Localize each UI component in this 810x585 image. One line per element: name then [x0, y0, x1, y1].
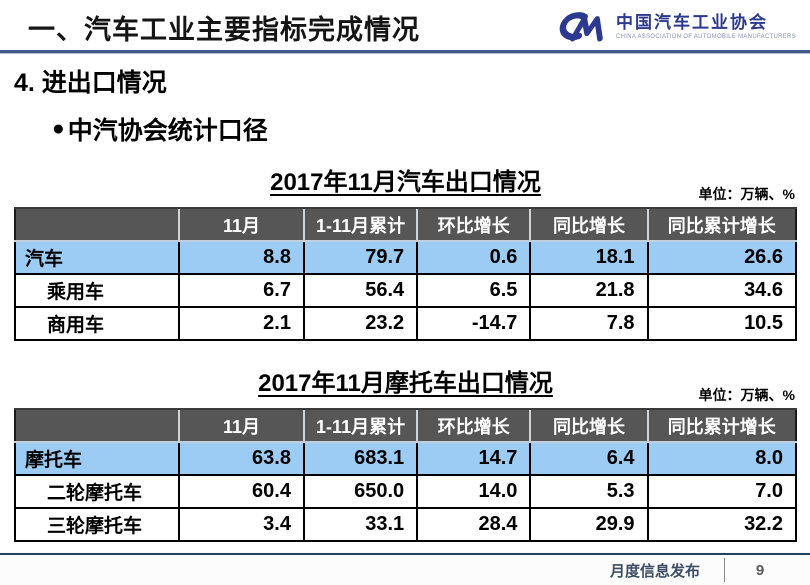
table-row-passenger: 乘用车 6.7 56.4 6.5 21.8 34.6 — [14, 273, 798, 308]
motorcycle-export-unit-label: 单位：万辆、% — [698, 387, 795, 403]
auto-export-block: 2017年11月汽车出口情况 单位：万辆、% 11月 1-11月累计 环比增长 … — [14, 162, 798, 341]
row-label: 乘用车 — [14, 273, 180, 308]
cell-value: 7.0 — [646, 474, 798, 509]
table-header-row: 11月 1-11月累计 环比增长 同比增长 同比累计增长 — [15, 207, 796, 242]
cell-value: 0.6 — [416, 240, 532, 275]
column-header: 1-11月累计 — [302, 207, 418, 242]
column-header: 环比增长 — [416, 408, 531, 443]
slide-header: 一、汽车工业主要指标完成情况 中国汽车工业协会 CHINA ASSOCIATIO… — [0, 0, 810, 50]
caam-logo: 中国汽车工业协会 CHINA ASSOCIATION OF AUTOMOBILE… — [552, 7, 800, 47]
cell-value: 6.7 — [178, 273, 305, 308]
column-header: 1-11月累计 — [302, 408, 418, 443]
table-row-two-wheel: 二轮摩托车 60.4 650.0 14.0 5.3 7.0 — [14, 474, 798, 509]
cell-value: 3.4 — [178, 507, 305, 542]
column-header: 同比累计增长 — [646, 207, 796, 242]
cell-value: 2.1 — [178, 306, 305, 341]
header-rule — [0, 50, 810, 53]
table-row-three-wheel: 三轮摩托车 3.4 33.1 28.4 29.9 32.2 — [14, 507, 798, 542]
auto-export-table-title: 2017年11月汽车出口情况 — [270, 169, 541, 196]
cell-value: 5.3 — [529, 474, 649, 509]
column-header: 11月 — [178, 408, 304, 443]
cell-value: 6.5 — [416, 273, 532, 308]
page-title: 一、汽车工业主要指标完成情况 — [28, 14, 420, 45]
table-row-total-auto: 汽车 8.8 79.7 0.6 18.1 26.6 — [14, 240, 798, 275]
table-row-total-motorcycle: 摩托车 63.8 683.1 14.7 6.4 8.0 — [14, 441, 798, 476]
row-label: 摩托车 — [14, 441, 180, 476]
row-label: 汽车 — [14, 240, 180, 275]
header-rule-shadow — [0, 53, 810, 54]
cell-value: 8.8 — [178, 240, 305, 275]
cell-value: -14.7 — [416, 306, 532, 341]
cell-value: 33.1 — [302, 507, 419, 542]
row-label: 三轮摩托车 — [14, 507, 180, 542]
column-header: 同比累计增长 — [646, 408, 796, 443]
cell-value: 18.1 — [529, 240, 649, 275]
cell-value: 14.0 — [416, 474, 532, 509]
bullet-icon: ● — [52, 117, 65, 140]
section-subheading-label: 中汽协会统计口径 — [67, 117, 268, 145]
cell-value: 8.0 — [646, 441, 798, 476]
motorcycle-export-block: 2017年11月摩托车出口情况 单位：万辆、% 11月 1-11月累计 环比增长… — [14, 363, 798, 542]
cell-value: 14.7 — [416, 441, 532, 476]
cell-value: 34.6 — [646, 273, 798, 308]
cell-value: 23.2 — [302, 306, 419, 341]
cell-value: 6.4 — [529, 441, 649, 476]
footer-divider — [724, 558, 725, 582]
cell-value: 7.8 — [529, 306, 649, 341]
column-header: 同比增长 — [529, 408, 648, 443]
row-label: 商用车 — [14, 306, 180, 341]
section-heading: 4. 进出口情况 — [14, 69, 167, 97]
auto-export-table: 11月 1-11月累计 环比增长 同比增长 同比累计增长 汽车 8.8 79.7… — [14, 207, 798, 341]
motorcycle-export-table: 11月 1-11月累计 环比增长 同比增长 同比累计增长 摩托车 63.8 68… — [14, 408, 798, 542]
row-label: 二轮摩托车 — [14, 474, 180, 509]
cell-value: 28.4 — [416, 507, 532, 542]
column-header: 同比增长 — [529, 207, 648, 242]
caam-logo-icon — [552, 7, 610, 47]
page-number: 9 — [755, 561, 765, 579]
logo-name-cn: 中国汽车工业协会 — [616, 12, 769, 32]
cell-value: 32.2 — [646, 507, 798, 542]
table-row-commercial: 商用车 2.1 23.2 -14.7 7.8 10.5 — [14, 306, 798, 341]
footer-label: 月度信息发布 — [609, 562, 700, 580]
cell-value: 60.4 — [178, 474, 305, 509]
column-header: 11月 — [178, 207, 304, 242]
table-header-row: 11月 1-11月累计 环比增长 同比增长 同比累计增长 — [15, 408, 796, 443]
column-header: 环比增长 — [416, 207, 531, 242]
cell-value: 21.8 — [529, 273, 649, 308]
column-header — [15, 408, 179, 443]
cell-value: 56.4 — [302, 273, 419, 308]
cell-value: 63.8 — [178, 441, 305, 476]
logo-name-en: CHINA ASSOCIATION OF AUTOMOBILE MANUFACT… — [616, 33, 796, 40]
cell-value: 79.7 — [302, 240, 419, 275]
section-subheading: ● 中汽协会统计口径 — [52, 111, 810, 147]
slide-footer: 月度信息发布 9 — [0, 553, 810, 585]
cell-value: 10.5 — [646, 306, 798, 341]
motorcycle-export-table-title: 2017年11月摩托车出口情况 — [258, 370, 553, 397]
column-header — [15, 207, 179, 242]
logo-text: 中国汽车工业协会 CHINA ASSOCIATION OF AUTOMOBILE… — [616, 14, 796, 40]
cell-value: 29.9 — [529, 507, 649, 542]
cell-value: 650.0 — [302, 474, 419, 509]
cell-value: 683.1 — [302, 441, 419, 476]
cell-value: 26.6 — [646, 240, 798, 275]
auto-export-unit-label: 单位：万辆、% — [698, 186, 795, 202]
